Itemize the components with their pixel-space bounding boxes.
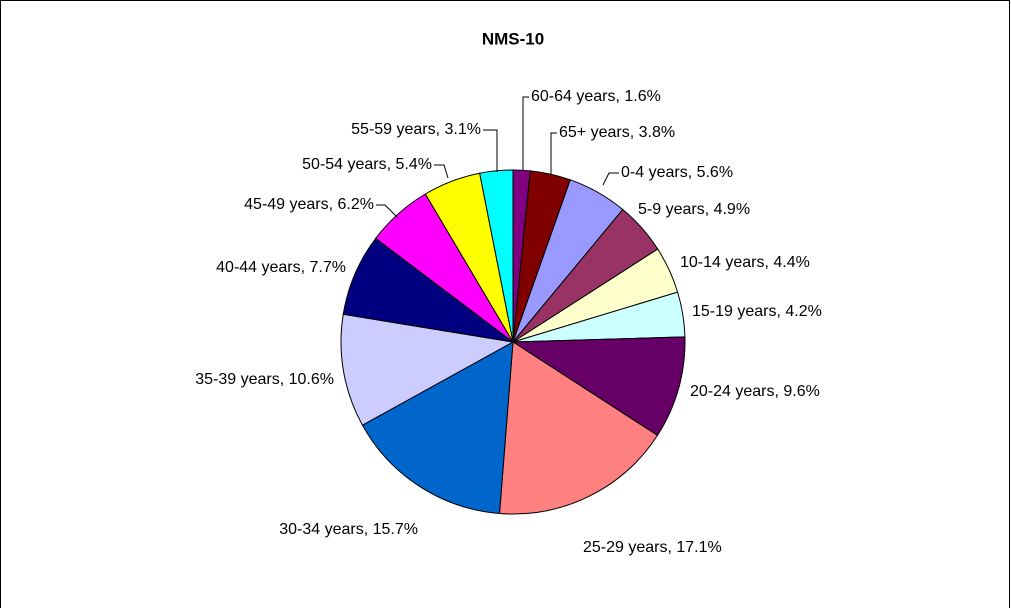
data-label: 0-4 years, 5.6% — [621, 164, 733, 181]
data-label: 65+ years, 3.8% — [559, 124, 675, 141]
data-label: 10-14 years, 4.4% — [680, 254, 810, 271]
leader-line — [550, 132, 557, 175]
chart-title: NMS-10 — [482, 29, 544, 48]
pie-slice — [479, 169, 514, 343]
data-label: 35-39 years, 10.6% — [195, 371, 334, 388]
data-label: 40-44 years, 7.7% — [216, 259, 346, 276]
data-label: 15-19 years, 4.2% — [692, 303, 822, 320]
data-label: 20-24 years, 9.6% — [690, 383, 820, 400]
data-label: 25-29 years, 17.1% — [583, 539, 722, 556]
leader-line — [602, 172, 619, 186]
leader-line — [483, 129, 498, 172]
pie-slice — [340, 313, 515, 426]
data-label: 45-49 years, 6.2% — [244, 196, 374, 213]
pie-slice — [361, 341, 514, 515]
data-label: 5-9 years, 4.9% — [638, 201, 750, 218]
leader-line — [376, 204, 399, 219]
data-label: 55-59 years, 3.1% — [351, 121, 481, 138]
leader-line — [434, 164, 449, 179]
pie-slice — [498, 341, 659, 515]
data-label: 60-64 years, 1.6% — [531, 88, 661, 105]
data-label: 50-54 years, 5.4% — [302, 156, 432, 173]
leader-line — [522, 96, 529, 171]
pie-slice — [511, 336, 686, 437]
data-label: 30-34 years, 15.7% — [279, 521, 418, 538]
